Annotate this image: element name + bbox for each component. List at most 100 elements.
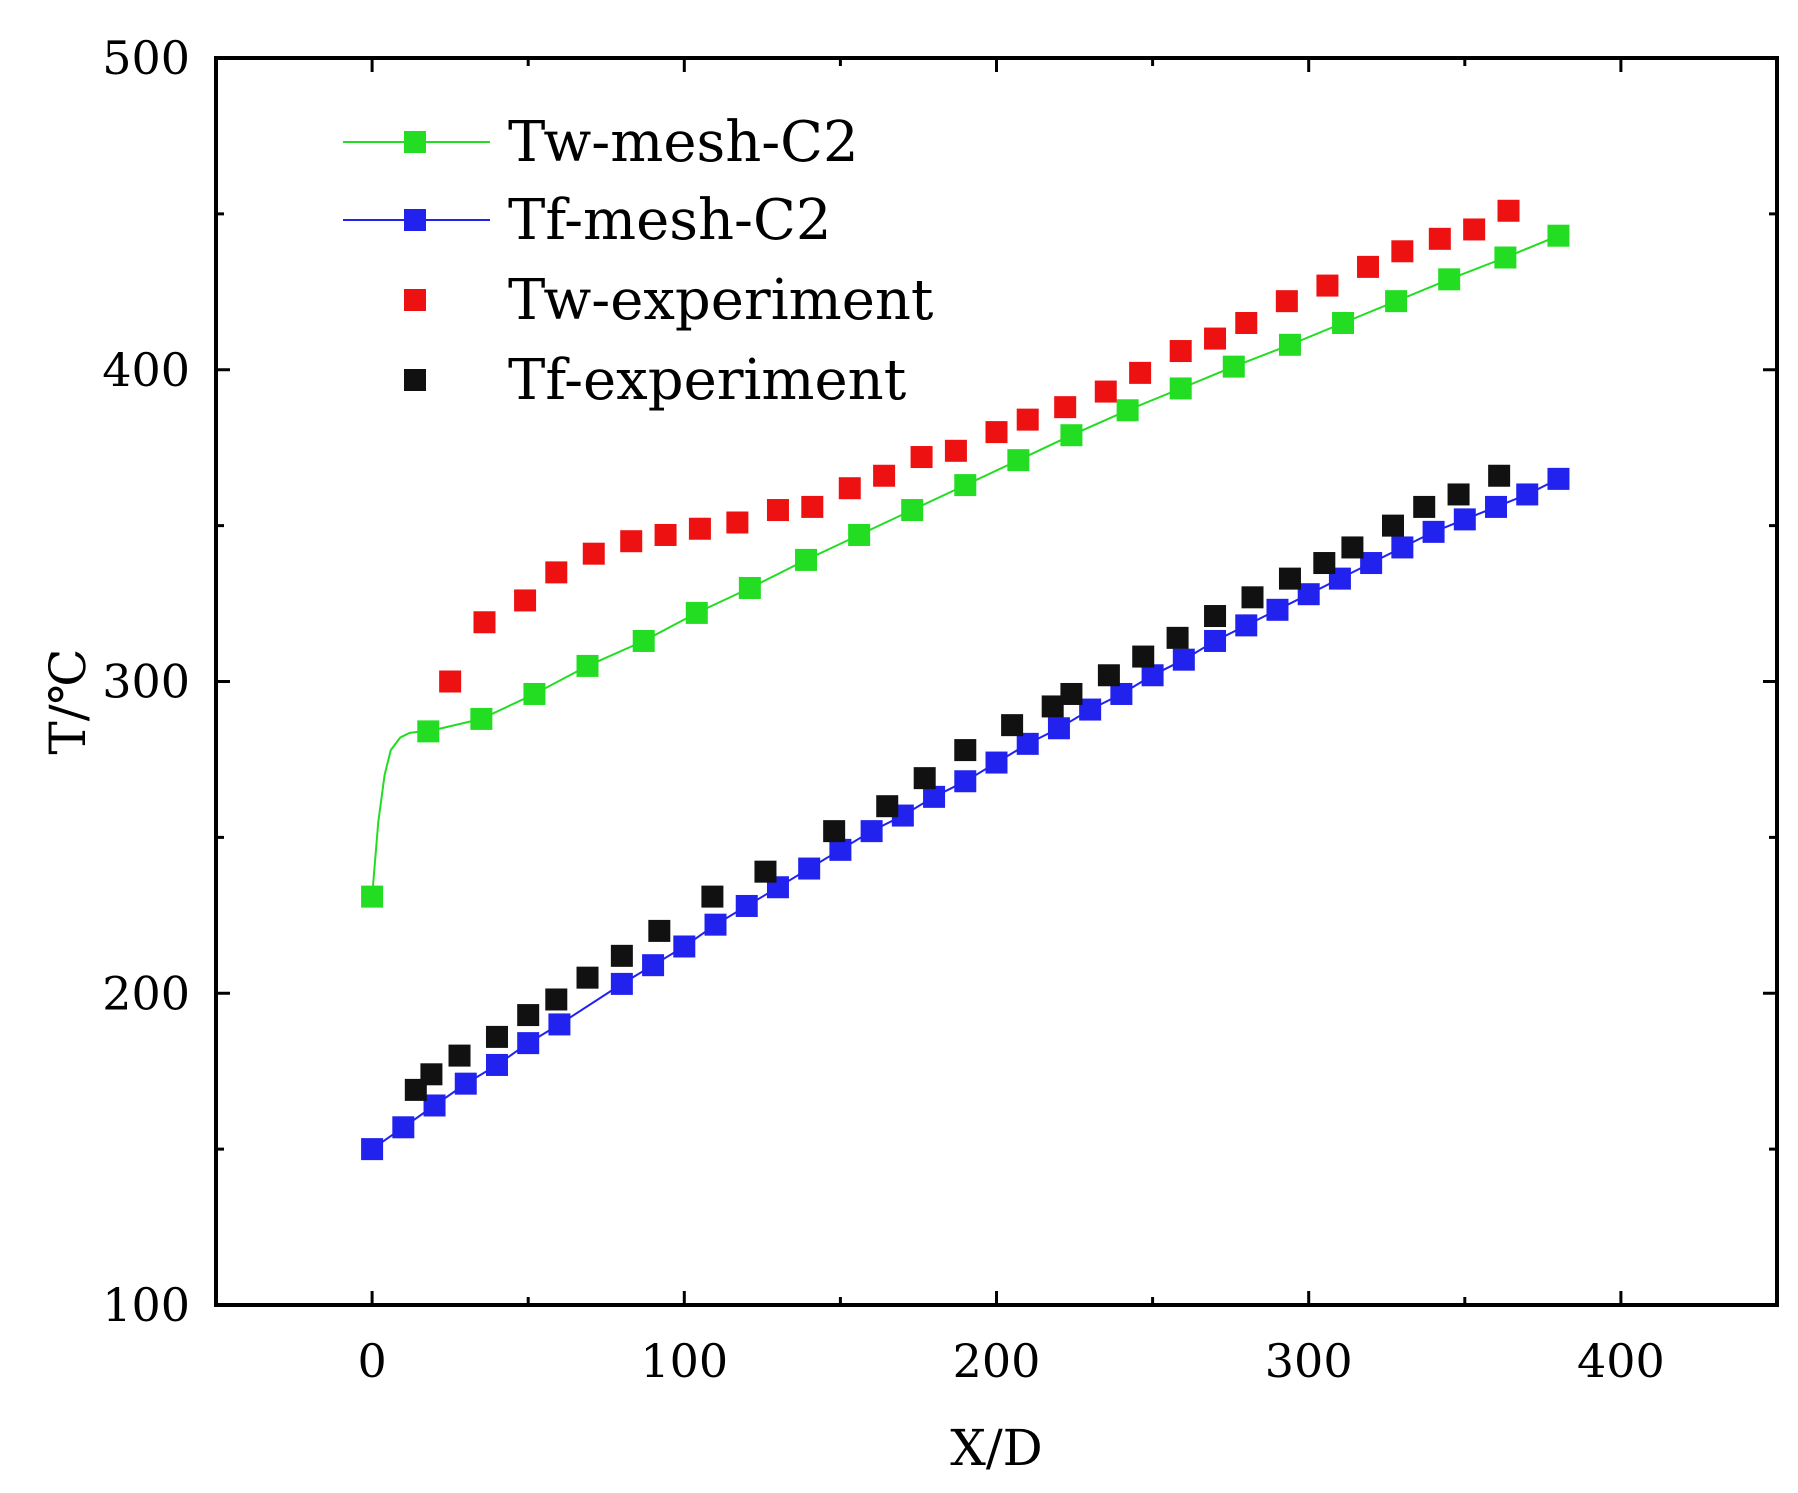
legend-label: Tw-mesh-C2 [508, 110, 859, 175]
data-point [911, 446, 933, 468]
data-point [517, 1032, 539, 1054]
data-point [1382, 515, 1404, 537]
legend-marker [404, 369, 426, 391]
data-point [642, 954, 664, 976]
data-point [1048, 717, 1070, 739]
legend-marker [404, 131, 426, 153]
legend-marker [404, 289, 426, 311]
data-point [1235, 312, 1257, 334]
data-point [914, 767, 936, 789]
data-point [545, 561, 567, 583]
data-point [545, 988, 567, 1010]
data-point [449, 1045, 471, 1067]
data-point [1279, 334, 1301, 356]
data-point [823, 820, 845, 842]
x-tick-label: 100 [640, 1334, 728, 1388]
data-point [839, 477, 861, 499]
data-point [739, 577, 761, 599]
data-point [611, 973, 633, 995]
data-point [417, 720, 439, 742]
data-point [1001, 714, 1023, 736]
data-point [1129, 362, 1151, 384]
data-point [1054, 396, 1076, 418]
data-point [1316, 275, 1338, 297]
data-point [1142, 664, 1164, 686]
data-point [648, 920, 670, 942]
data-point [1463, 218, 1485, 240]
data-point [473, 611, 495, 633]
y-tick-label: 200 [102, 966, 190, 1020]
data-point [801, 496, 823, 518]
data-point [620, 530, 642, 552]
data-point [705, 914, 727, 936]
data-point [420, 1063, 442, 1085]
legend-marker [404, 209, 426, 231]
data-point [1170, 340, 1192, 362]
data-point [611, 945, 633, 967]
data-point [861, 820, 883, 842]
data-point [1017, 409, 1039, 431]
y-tick-label: 300 [102, 655, 190, 709]
data-point [1547, 225, 1569, 247]
data-point [1391, 536, 1413, 558]
data-point [701, 886, 723, 908]
y-tick-label: 100 [102, 1278, 190, 1332]
data-point [736, 895, 758, 917]
data-point [1454, 508, 1476, 530]
data-point [1079, 699, 1101, 721]
data-point [686, 602, 708, 624]
data-point [1204, 328, 1226, 350]
data-point [795, 549, 817, 571]
data-point [986, 421, 1008, 443]
data-point [673, 935, 695, 957]
data-point [1494, 247, 1516, 269]
x-tick-label: 300 [1265, 1334, 1353, 1388]
data-point [1485, 496, 1507, 518]
data-point [633, 630, 655, 652]
legend-label: Tw-experiment [508, 268, 934, 333]
data-point [754, 861, 776, 883]
data-point [1117, 399, 1139, 421]
data-point [954, 770, 976, 792]
y-tick-label: 500 [102, 31, 190, 85]
data-point [361, 1138, 383, 1160]
data-point [424, 1094, 446, 1116]
data-point [1110, 683, 1132, 705]
data-point [901, 499, 923, 521]
data-point [1042, 695, 1064, 717]
data-point [439, 671, 461, 693]
data-point [1429, 228, 1451, 250]
data-point [1266, 599, 1288, 621]
data-point [1360, 552, 1382, 574]
data-point [876, 795, 898, 817]
x-tick-label: 200 [953, 1334, 1041, 1388]
data-point [1242, 586, 1264, 608]
data-point [848, 524, 870, 546]
chart-background [0, 0, 1798, 1488]
data-point [548, 1013, 570, 1035]
chart: 0 100 200 300 400 100 200 300 400 500 X/D T/℃ Tw-… [0, 0, 1798, 1488]
data-point [655, 524, 677, 546]
data-point [1170, 377, 1192, 399]
data-point [689, 518, 711, 540]
data-point [1385, 290, 1407, 312]
data-point [1132, 646, 1154, 668]
data-point [1204, 605, 1226, 627]
x-tick-label: 400 [1577, 1334, 1665, 1388]
data-point [726, 512, 748, 534]
data-point [1438, 268, 1460, 290]
data-point [1204, 630, 1226, 652]
x-tick-label: 0 [357, 1334, 386, 1388]
legend-label: Tf-experiment [508, 348, 907, 413]
data-point [1357, 256, 1379, 278]
data-point [577, 655, 599, 677]
data-point [523, 683, 545, 705]
data-point [873, 465, 895, 487]
data-point [392, 1116, 414, 1138]
data-point [1017, 733, 1039, 755]
data-point [361, 886, 383, 908]
data-point [1313, 552, 1335, 574]
data-point [1173, 649, 1195, 671]
data-point [954, 739, 976, 761]
data-point [583, 543, 605, 565]
